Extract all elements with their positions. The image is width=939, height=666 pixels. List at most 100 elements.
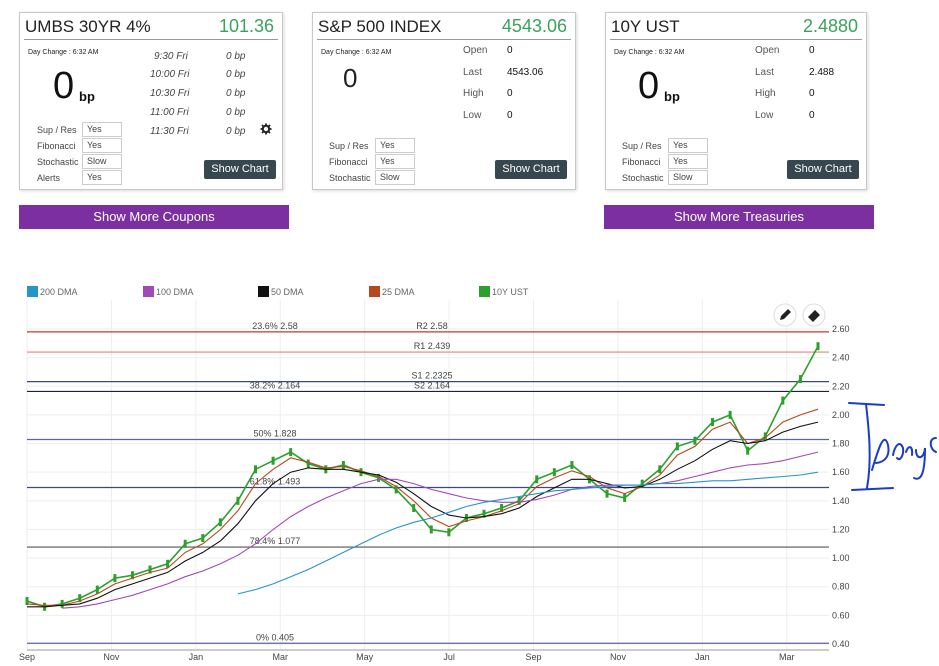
pencil-tool-button[interactable] (773, 303, 797, 327)
legend-50-dma[interactable]: 50 DMA (258, 286, 304, 297)
candle-mark (447, 528, 451, 537)
eraser-tool-button[interactable] (802, 303, 826, 327)
setting-label: Sup / Res (329, 141, 369, 151)
setting-fibonacci-field[interactable]: Yes (82, 138, 122, 153)
setting-label: Alerts (37, 173, 61, 183)
x-tick-label: Mar (273, 652, 289, 662)
candle-mark (623, 493, 627, 502)
setting-label: Fibonacci (329, 157, 368, 167)
change-unit: bp (664, 89, 680, 104)
setting-label: Stochastic (37, 157, 79, 167)
legend-swatch (258, 286, 269, 297)
x-tick-label: Mar (779, 652, 795, 662)
candle-mark (236, 496, 240, 505)
level-label: 23.6% 2.58 (252, 321, 298, 331)
day-change-label: Day Change : 6:32 AM (614, 49, 685, 56)
low-value: 0 (809, 110, 815, 121)
open-label: Open (755, 45, 780, 56)
legend-label: 200 DMA (40, 287, 78, 297)
show-chart-button[interactable]: Show Chart (204, 160, 276, 179)
last-value: 2.488 (809, 67, 835, 78)
day-change-label: Day Change : 6:32 AM (321, 49, 392, 56)
x-tick-label: Nov (103, 652, 120, 662)
open-value: 0 (507, 45, 513, 56)
candle-mark (517, 496, 521, 505)
candle-mark (816, 342, 820, 351)
series-line (237, 471, 819, 595)
y-tick-label: 0.80 (832, 582, 850, 592)
level-label: S1 2.2325 (411, 371, 452, 381)
schedule-value: 0 bp (226, 126, 246, 137)
candle-mark (429, 525, 433, 534)
card-title: S&P 500 INDEX (318, 17, 442, 36)
legend-swatch (369, 286, 380, 297)
setting-alerts-field[interactable]: Yes (82, 170, 122, 185)
legend-10y-ust[interactable]: 10Y UST (479, 286, 528, 297)
schedule-value: 0 bp (226, 51, 246, 62)
sp500-card: S&P 500 INDEX 4543.06 Day Change : 6:32 … (312, 12, 576, 190)
card-price: 101.36 (218, 16, 274, 36)
setting-fibonacci-field[interactable]: Yes (668, 154, 708, 169)
open-label: Open (463, 45, 488, 56)
divider (610, 39, 862, 40)
legend-swatch (479, 286, 490, 297)
candle-mark (218, 518, 222, 527)
setting-stochastic-field[interactable]: Slow (375, 170, 415, 185)
divider (24, 39, 278, 40)
legend-100-dma[interactable]: 100 DMA (143, 286, 194, 297)
y-tick-label: 0.60 (832, 610, 850, 620)
series-line (27, 421, 819, 608)
card-price: 4543.06 (501, 16, 567, 36)
level-label: 38.2% 2.164 (250, 380, 301, 390)
candle-mark (183, 539, 187, 548)
candle-mark (711, 418, 715, 427)
level-label: R1 2.439 (414, 341, 451, 351)
candle-mark (377, 473, 381, 482)
setting-stochastic-field[interactable]: Slow (668, 170, 708, 185)
candle-mark (78, 594, 82, 603)
setting-label: Stochastic (329, 173, 371, 183)
candle-mark (341, 461, 345, 470)
y-tick-label: 2.60 (832, 324, 850, 334)
candle-mark (728, 410, 732, 419)
schedule-value: 0 bp (226, 107, 246, 118)
show-more-treasuries-button[interactable]: Show More Treasuries (604, 205, 874, 229)
show-more-coupons-button[interactable]: Show More Coupons (19, 205, 289, 229)
gear-icon[interactable] (260, 123, 272, 135)
last-label: Last (755, 67, 774, 78)
level-label: 61.8% 1.493 (250, 477, 301, 487)
candle-mark (113, 574, 117, 583)
day-change-label: Day Change : 6:32 AM (28, 49, 99, 56)
setting-label: Fibonacci (622, 157, 661, 167)
legend-200-dma[interactable]: 200 DMA (27, 286, 78, 297)
y-tick-label: 1.00 (832, 553, 850, 563)
y-tick-label: 0.40 (832, 639, 850, 649)
last-label: Last (463, 67, 482, 78)
change-value: 0 (53, 65, 75, 107)
setting-sup-res-field[interactable]: Yes (668, 138, 708, 153)
candle-mark (60, 599, 64, 608)
legend-25-dma[interactable]: 25 DMA (369, 286, 415, 297)
y-tick-label: 1.60 (832, 467, 850, 477)
show-chart-button[interactable]: Show Chart (787, 160, 859, 179)
high-value: 0 (507, 88, 513, 99)
setting-sup-res-field[interactable]: Yes (82, 122, 122, 137)
last-value: 4543.06 (507, 67, 544, 78)
legend-label: 10Y UST (492, 287, 529, 297)
level-label: R2 2.58 (416, 321, 448, 331)
setting-stochastic-field[interactable]: Slow (82, 154, 122, 169)
show-chart-button[interactable]: Show Chart (495, 160, 567, 179)
x-tick-label: Sep (526, 652, 542, 662)
setting-sup-res-field[interactable]: Yes (375, 138, 415, 153)
setting-label: Sup / Res (622, 141, 662, 151)
card-title: 10Y UST (611, 17, 680, 36)
pencil-icon (780, 309, 791, 320)
low-value: 0 (507, 110, 513, 121)
candle-mark (148, 565, 152, 574)
setting-fibonacci-field[interactable]: Yes (375, 154, 415, 169)
schedule-time: 9:30 Fri (154, 51, 188, 62)
candle-mark (201, 534, 205, 543)
eraser-icon (808, 310, 820, 322)
schedule-time: 11:30 Fri (150, 126, 189, 137)
